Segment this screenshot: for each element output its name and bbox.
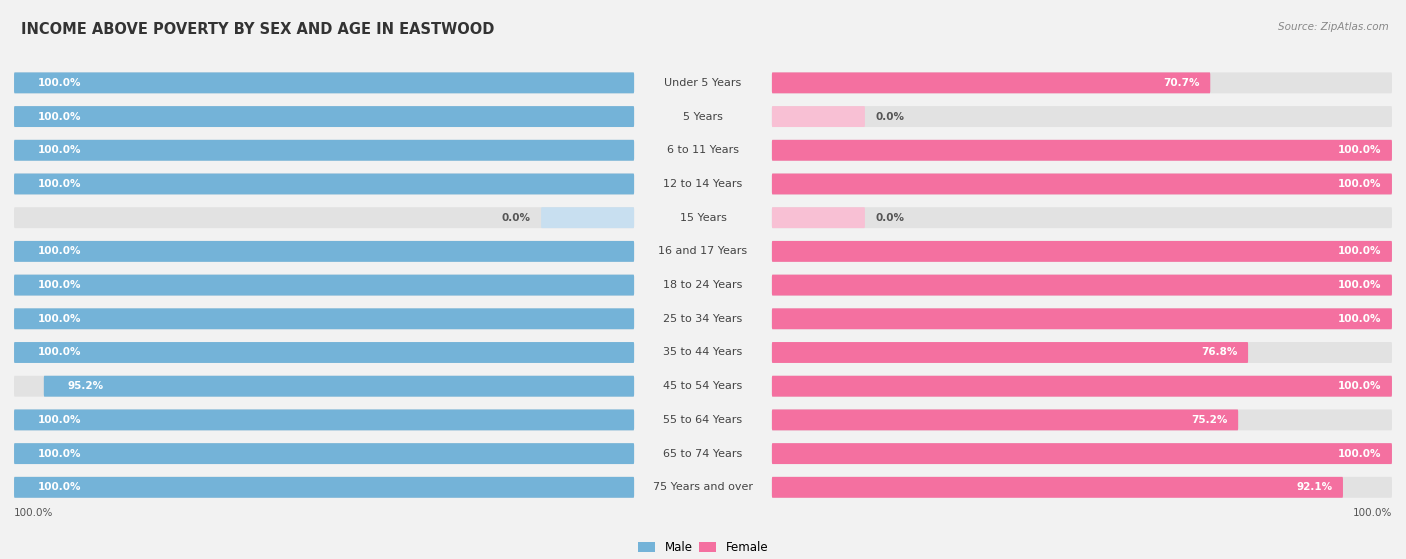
Text: 100.0%: 100.0% [38,348,82,358]
FancyBboxPatch shape [14,342,634,363]
FancyBboxPatch shape [772,106,865,127]
FancyBboxPatch shape [14,274,634,296]
FancyBboxPatch shape [772,207,865,228]
Text: 100.0%: 100.0% [38,78,82,88]
FancyBboxPatch shape [541,207,634,228]
FancyBboxPatch shape [772,443,1392,464]
FancyBboxPatch shape [14,241,634,262]
FancyBboxPatch shape [14,477,634,498]
FancyBboxPatch shape [14,477,634,498]
FancyBboxPatch shape [14,409,634,430]
Text: 70.7%: 70.7% [1163,78,1199,88]
Legend: Male, Female: Male, Female [633,536,773,559]
Text: 0.0%: 0.0% [876,112,904,121]
Text: 100.0%: 100.0% [1339,247,1382,257]
Text: 100.0%: 100.0% [38,415,82,425]
FancyBboxPatch shape [772,409,1392,430]
FancyBboxPatch shape [14,207,634,228]
FancyBboxPatch shape [14,342,634,363]
Text: 16 and 17 Years: 16 and 17 Years [658,247,748,257]
Text: 15 Years: 15 Years [679,212,727,222]
Text: 100.0%: 100.0% [1339,314,1382,324]
FancyBboxPatch shape [772,409,1239,430]
Text: 0.0%: 0.0% [876,212,904,222]
Text: 100.0%: 100.0% [1353,508,1392,518]
FancyBboxPatch shape [14,443,634,464]
FancyBboxPatch shape [14,140,634,161]
Text: 100.0%: 100.0% [1339,179,1382,189]
FancyBboxPatch shape [772,241,1392,262]
FancyBboxPatch shape [14,73,634,93]
FancyBboxPatch shape [14,241,634,262]
FancyBboxPatch shape [772,106,1392,127]
Text: 100.0%: 100.0% [1339,145,1382,155]
FancyBboxPatch shape [14,274,634,296]
FancyBboxPatch shape [772,140,1392,161]
Text: 100.0%: 100.0% [38,112,82,121]
Text: 100.0%: 100.0% [38,314,82,324]
FancyBboxPatch shape [772,73,1392,93]
FancyBboxPatch shape [772,173,1392,195]
FancyBboxPatch shape [14,376,634,397]
Text: INCOME ABOVE POVERTY BY SEX AND AGE IN EASTWOOD: INCOME ABOVE POVERTY BY SEX AND AGE IN E… [21,22,495,37]
Text: 95.2%: 95.2% [67,381,104,391]
Text: Under 5 Years: Under 5 Years [665,78,741,88]
Text: 76.8%: 76.8% [1201,348,1237,358]
Text: 100.0%: 100.0% [38,179,82,189]
FancyBboxPatch shape [14,73,634,93]
Text: 65 to 74 Years: 65 to 74 Years [664,449,742,458]
Text: 100.0%: 100.0% [38,482,82,492]
FancyBboxPatch shape [14,173,634,195]
FancyBboxPatch shape [772,173,1392,195]
Text: 6 to 11 Years: 6 to 11 Years [666,145,740,155]
FancyBboxPatch shape [772,274,1392,296]
FancyBboxPatch shape [772,342,1392,363]
Text: 5 Years: 5 Years [683,112,723,121]
FancyBboxPatch shape [772,477,1343,498]
FancyBboxPatch shape [772,274,1392,296]
Text: 100.0%: 100.0% [1339,280,1382,290]
FancyBboxPatch shape [772,140,1392,161]
FancyBboxPatch shape [772,376,1392,397]
FancyBboxPatch shape [772,443,1392,464]
Text: 75.2%: 75.2% [1191,415,1227,425]
Text: 35 to 44 Years: 35 to 44 Years [664,348,742,358]
Text: 92.1%: 92.1% [1296,482,1333,492]
FancyBboxPatch shape [772,376,1392,397]
Text: 55 to 64 Years: 55 to 64 Years [664,415,742,425]
FancyBboxPatch shape [14,173,634,195]
FancyBboxPatch shape [14,309,634,329]
FancyBboxPatch shape [14,140,634,161]
FancyBboxPatch shape [772,309,1392,329]
FancyBboxPatch shape [14,309,634,329]
Text: 25 to 34 Years: 25 to 34 Years [664,314,742,324]
Text: 100.0%: 100.0% [38,145,82,155]
Text: 100.0%: 100.0% [38,449,82,458]
FancyBboxPatch shape [14,106,634,127]
Text: 18 to 24 Years: 18 to 24 Years [664,280,742,290]
FancyBboxPatch shape [14,443,634,464]
FancyBboxPatch shape [772,207,1392,228]
Text: 100.0%: 100.0% [38,247,82,257]
FancyBboxPatch shape [772,241,1392,262]
FancyBboxPatch shape [14,409,634,430]
Text: 0.0%: 0.0% [502,212,531,222]
FancyBboxPatch shape [44,376,634,397]
FancyBboxPatch shape [772,73,1211,93]
FancyBboxPatch shape [772,342,1249,363]
Text: 100.0%: 100.0% [38,280,82,290]
FancyBboxPatch shape [14,106,634,127]
Text: 100.0%: 100.0% [1339,381,1382,391]
Text: 100.0%: 100.0% [14,508,53,518]
Text: 100.0%: 100.0% [1339,449,1382,458]
Text: 45 to 54 Years: 45 to 54 Years [664,381,742,391]
Text: 12 to 14 Years: 12 to 14 Years [664,179,742,189]
FancyBboxPatch shape [772,309,1392,329]
FancyBboxPatch shape [772,477,1392,498]
Text: 75 Years and over: 75 Years and over [652,482,754,492]
Text: Source: ZipAtlas.com: Source: ZipAtlas.com [1278,22,1389,32]
